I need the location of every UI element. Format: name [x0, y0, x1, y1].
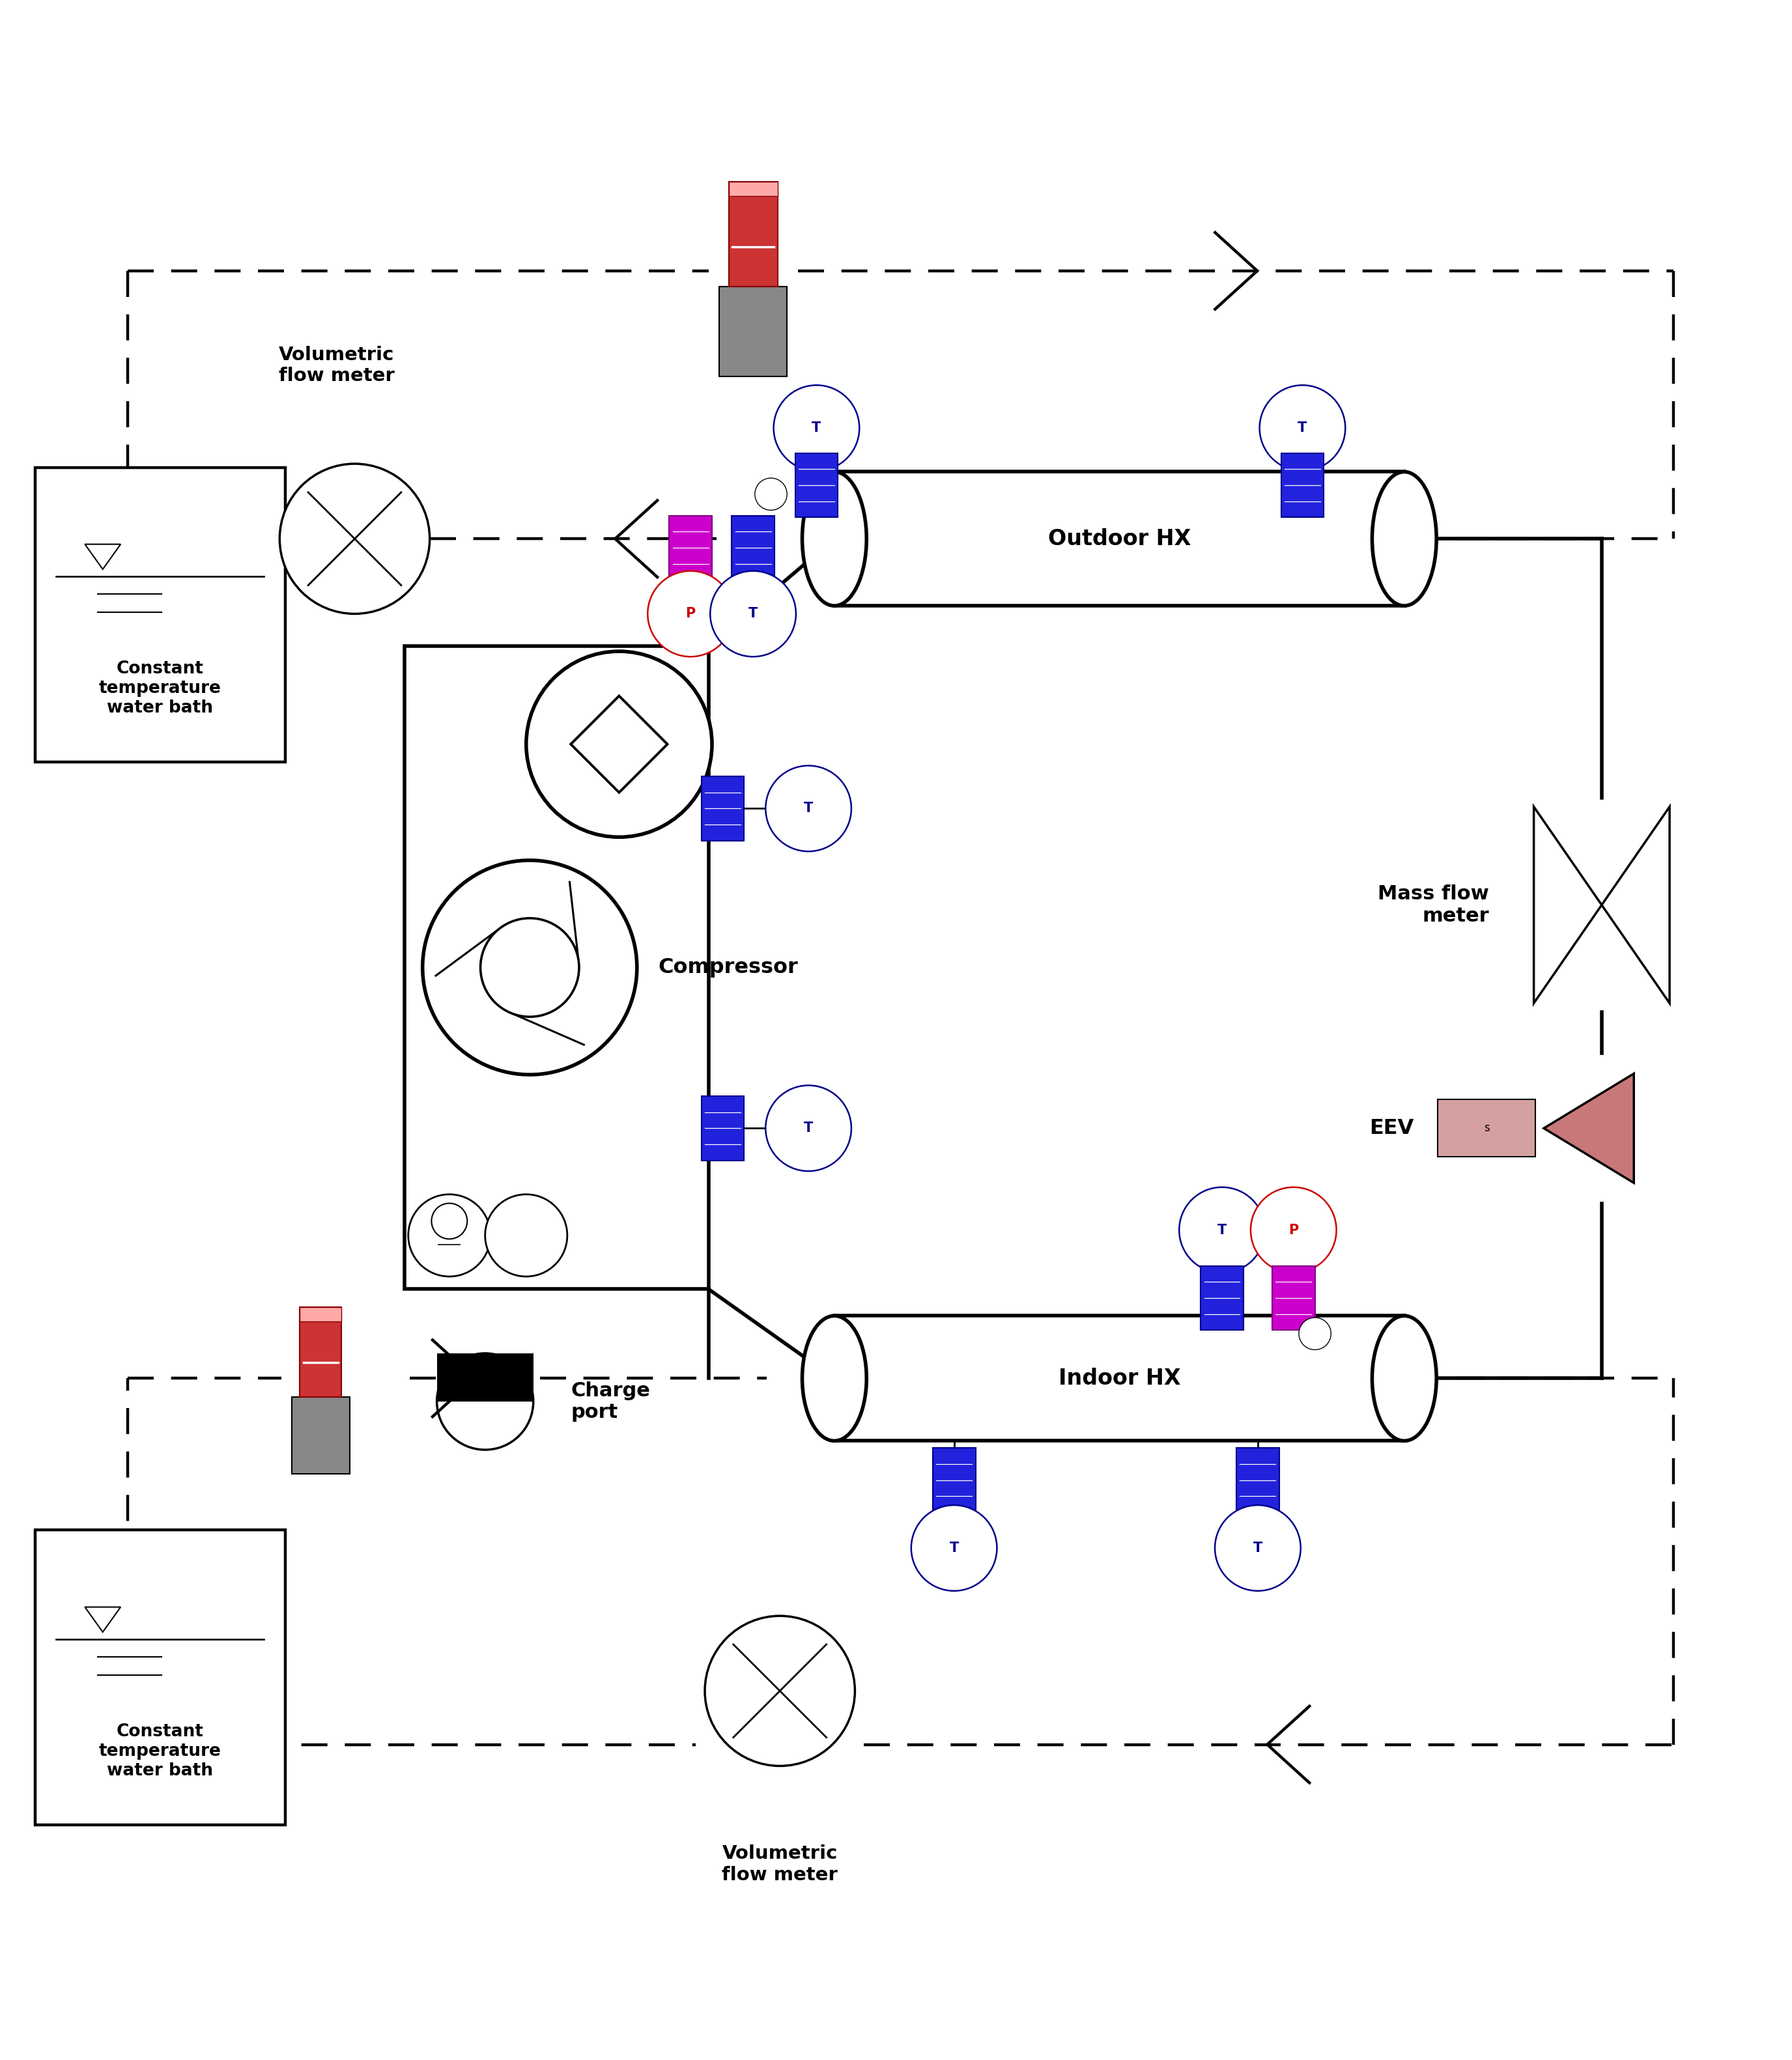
Circle shape	[647, 571, 733, 657]
Circle shape	[409, 1195, 491, 1277]
Circle shape	[1215, 1506, 1301, 1590]
Text: T: T	[1297, 422, 1306, 435]
Text: EEV: EEV	[1369, 1119, 1414, 1139]
Text: T: T	[950, 1541, 959, 1555]
Bar	[701, 777, 744, 840]
Text: Volumetric
flow meter: Volumetric flow meter	[722, 1844, 839, 1883]
Bar	[1236, 1448, 1279, 1512]
Bar	[668, 515, 711, 579]
Text: Volumetric
flow meter: Volumetric flow meter	[280, 346, 394, 385]
Bar	[796, 453, 839, 517]
Circle shape	[710, 571, 796, 657]
Circle shape	[774, 385, 860, 472]
Text: T: T	[805, 801, 814, 816]
Bar	[299, 1306, 342, 1397]
Circle shape	[527, 651, 711, 836]
Polygon shape	[84, 1607, 120, 1632]
Bar	[731, 515, 774, 579]
Bar	[1437, 1100, 1536, 1158]
Bar	[292, 1397, 349, 1475]
Bar	[34, 1531, 285, 1825]
Text: T: T	[1217, 1224, 1228, 1236]
Bar	[1201, 1265, 1244, 1331]
Text: T: T	[805, 1123, 814, 1135]
Polygon shape	[437, 1353, 534, 1401]
Bar	[405, 647, 708, 1290]
Text: Compressor: Compressor	[658, 958, 797, 978]
Circle shape	[1299, 1318, 1331, 1349]
Circle shape	[754, 478, 787, 511]
Circle shape	[765, 1086, 851, 1172]
Bar	[835, 472, 1405, 606]
Circle shape	[704, 1615, 855, 1765]
Text: T: T	[749, 608, 758, 620]
Text: Outdoor HX: Outdoor HX	[1048, 527, 1190, 550]
Circle shape	[280, 464, 430, 614]
Circle shape	[432, 1203, 468, 1238]
Bar	[299, 1306, 342, 1320]
Circle shape	[1179, 1187, 1265, 1273]
Text: Constant
temperature
water bath: Constant temperature water bath	[99, 1724, 220, 1780]
Bar	[701, 1096, 744, 1160]
Bar	[719, 286, 787, 377]
Ellipse shape	[803, 472, 867, 606]
Text: Mass flow
meter: Mass flow meter	[1378, 884, 1489, 925]
Text: P: P	[686, 608, 695, 620]
Text: P: P	[1288, 1224, 1299, 1236]
Text: T: T	[1253, 1541, 1262, 1555]
Circle shape	[480, 919, 579, 1018]
Text: s: s	[1484, 1123, 1489, 1135]
Circle shape	[910, 1506, 996, 1590]
Polygon shape	[84, 544, 120, 569]
Bar	[34, 468, 285, 762]
Bar	[1281, 453, 1324, 517]
Polygon shape	[1534, 808, 1602, 1003]
Circle shape	[437, 1353, 534, 1450]
Circle shape	[423, 861, 636, 1075]
Polygon shape	[1602, 808, 1670, 1003]
Bar	[1272, 1265, 1315, 1331]
Circle shape	[1260, 385, 1346, 472]
Ellipse shape	[1373, 1316, 1437, 1440]
Text: T: T	[812, 422, 821, 435]
Polygon shape	[572, 696, 667, 793]
Text: Indoor HX: Indoor HX	[1059, 1368, 1181, 1388]
Bar	[932, 1448, 975, 1512]
Text: Charge
port: Charge port	[572, 1380, 650, 1421]
Text: Constant
temperature
water bath: Constant temperature water bath	[99, 661, 220, 717]
Bar	[835, 1316, 1405, 1440]
Polygon shape	[1545, 1073, 1634, 1182]
Bar	[729, 181, 778, 196]
Circle shape	[765, 766, 851, 851]
Ellipse shape	[1373, 472, 1437, 606]
Circle shape	[1251, 1187, 1337, 1273]
Ellipse shape	[803, 1316, 867, 1440]
Bar	[729, 181, 778, 286]
Circle shape	[486, 1195, 568, 1277]
